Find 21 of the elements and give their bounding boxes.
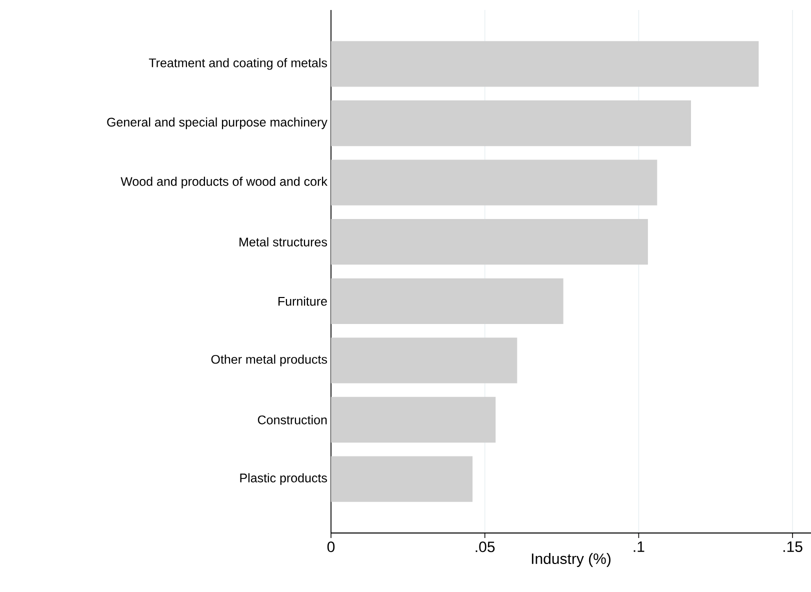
y-tick-label: Wood and products of wood and cork	[120, 176, 328, 188]
x-tick-label: .05	[476, 542, 495, 552]
y-tick-label: Furniture	[278, 296, 327, 306]
x-tick-label: .15	[783, 542, 802, 552]
y-tick-label: Metal structures	[240, 237, 327, 246]
bar	[331, 41, 759, 87]
bar	[331, 278, 564, 324]
bar	[331, 100, 692, 146]
y-tick-label: Construction	[258, 415, 327, 424]
x-tick-label: .1	[634, 542, 644, 552]
y-tick-label: General and special purpose machinery	[107, 117, 328, 130]
x-axis-title: Industry (%)	[532, 553, 610, 567]
y-tick-label: Other metal products	[211, 354, 327, 366]
y-tick-label: Treatment and coating of metals	[148, 58, 327, 70]
y-tick-label: Plastic products	[240, 473, 327, 485]
bar	[331, 160, 658, 206]
bar	[331, 338, 518, 384]
bar	[331, 396, 496, 443]
bar	[331, 456, 473, 502]
bar	[331, 219, 648, 265]
x-tick-label: 0	[327, 542, 335, 552]
